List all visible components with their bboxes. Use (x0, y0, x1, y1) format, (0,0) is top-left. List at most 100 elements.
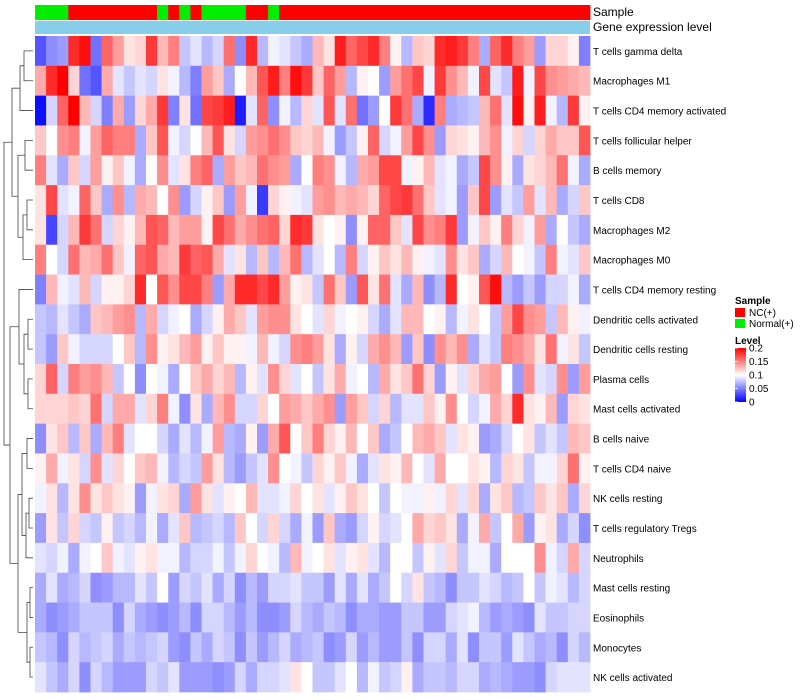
sample-annotation-cell (245, 5, 258, 20)
heatmap-cell (567, 95, 580, 126)
heatmap-cell (157, 572, 169, 603)
heatmap-cell (245, 632, 258, 663)
heatmap-cell (479, 36, 491, 67)
heatmap-cell (401, 155, 413, 186)
heatmap-cell (334, 274, 347, 305)
heatmap-cell (501, 334, 513, 365)
heatmap-cell (123, 334, 136, 365)
heatmap-cell (212, 572, 225, 603)
row-labels: T cells gamma delta Macrophages M1 T cells… (593, 47, 726, 684)
heatmap-cell (312, 334, 324, 365)
heatmap-cell (146, 364, 158, 395)
heatmap-cell (323, 572, 336, 603)
heatmap-cell (323, 185, 336, 216)
heatmap-cell (190, 244, 202, 275)
level-colorbar (735, 348, 746, 402)
heatmap-cell (467, 483, 480, 514)
heatmap-cell (567, 542, 580, 574)
heatmap-cell (479, 304, 491, 335)
heatmap-cell (90, 364, 102, 395)
heatmap-cell (190, 274, 202, 305)
sample-annotation-cell (534, 5, 546, 20)
heatmap-cell (46, 185, 58, 216)
heatmap-cell (512, 602, 524, 633)
heatmap-cell (312, 95, 324, 126)
heatmap-cell (234, 632, 247, 663)
heatmap-cell (68, 334, 80, 365)
heatmap-cell (534, 513, 546, 544)
heatmap-cell (301, 602, 313, 633)
heatmap-cell (112, 513, 125, 544)
heatmap-cell (90, 393, 102, 425)
heatmap-cell (334, 542, 347, 574)
heatmap-cell (368, 602, 380, 633)
heatmap-cell (445, 542, 458, 574)
heatmap-cell (323, 632, 336, 663)
dendrogram-branch (27, 318, 33, 350)
heatmap-cell (567, 36, 580, 67)
heatmap-cell (456, 542, 469, 574)
heatmap-cell (301, 36, 313, 67)
heatmap-cell (523, 662, 535, 693)
heatmap-cell (190, 572, 202, 603)
heatmap-cell (534, 185, 546, 216)
heatmap-cell (79, 214, 91, 246)
heatmap-cell (379, 393, 391, 425)
dendrogram-branch (11, 87, 20, 197)
heatmap-cell (157, 542, 169, 574)
heatmap-cell (556, 65, 569, 97)
dendrogram-branch (29, 646, 33, 678)
heatmap-cell (268, 453, 280, 484)
heatmap-cell (467, 304, 480, 335)
heatmap-cell (134, 602, 147, 633)
sample-annotation-cell (234, 5, 247, 20)
heatmap-cell (445, 483, 458, 514)
heatmap-cell (46, 214, 58, 246)
heatmap-cell (57, 185, 69, 216)
heatmap-cell (434, 542, 447, 574)
heatmap-cell (46, 244, 58, 275)
heatmap-cell (79, 423, 91, 454)
heatmap-cell (123, 632, 136, 663)
heatmap-cell (268, 155, 280, 186)
sample-annotation-cell (467, 5, 480, 20)
heatmap-cell (512, 95, 524, 126)
heatmap-cell (356, 274, 369, 305)
heatmap-cell (523, 423, 535, 454)
heatmap-cell (245, 483, 258, 514)
heatmap-cell (168, 483, 180, 514)
heatmap-cell (290, 65, 302, 97)
heatmap-cell (123, 364, 136, 395)
heatmap-cell (423, 95, 435, 126)
heatmap-cell (257, 423, 269, 454)
heatmap-cell (146, 304, 158, 335)
heatmap-cell (112, 423, 125, 454)
heatmap-cell (123, 244, 136, 275)
heatmap-cell (68, 453, 80, 484)
heatmap-cell (245, 393, 258, 425)
heatmap-cell (368, 393, 380, 425)
heatmap-cell (423, 304, 435, 335)
heatmap-cell (312, 602, 324, 633)
heatmap-cell (534, 95, 546, 126)
heatmap-cell (212, 364, 225, 395)
gene-expression-level-bar (35, 21, 590, 34)
heatmap-cell (479, 393, 491, 425)
heatmap-cell (190, 65, 202, 97)
heatmap-cell (245, 572, 258, 603)
heatmap-cell (134, 513, 147, 544)
heatmap-cell (179, 632, 191, 663)
sample-annotation-cell (146, 5, 158, 20)
heatmap-cell (223, 65, 236, 97)
sample-annotation-cell (168, 5, 180, 20)
sample-annotation-cell (312, 5, 324, 20)
heatmap-cell (412, 542, 424, 574)
heatmap-cell (79, 185, 91, 216)
heatmap-cell (57, 483, 69, 514)
sample-annotation-cell (390, 5, 402, 20)
heatmap-cell (179, 423, 191, 454)
heatmap-cell (190, 423, 202, 454)
heatmap-cell (279, 125, 291, 156)
heatmap-cell (79, 632, 91, 663)
heatmap-cell (146, 453, 158, 484)
